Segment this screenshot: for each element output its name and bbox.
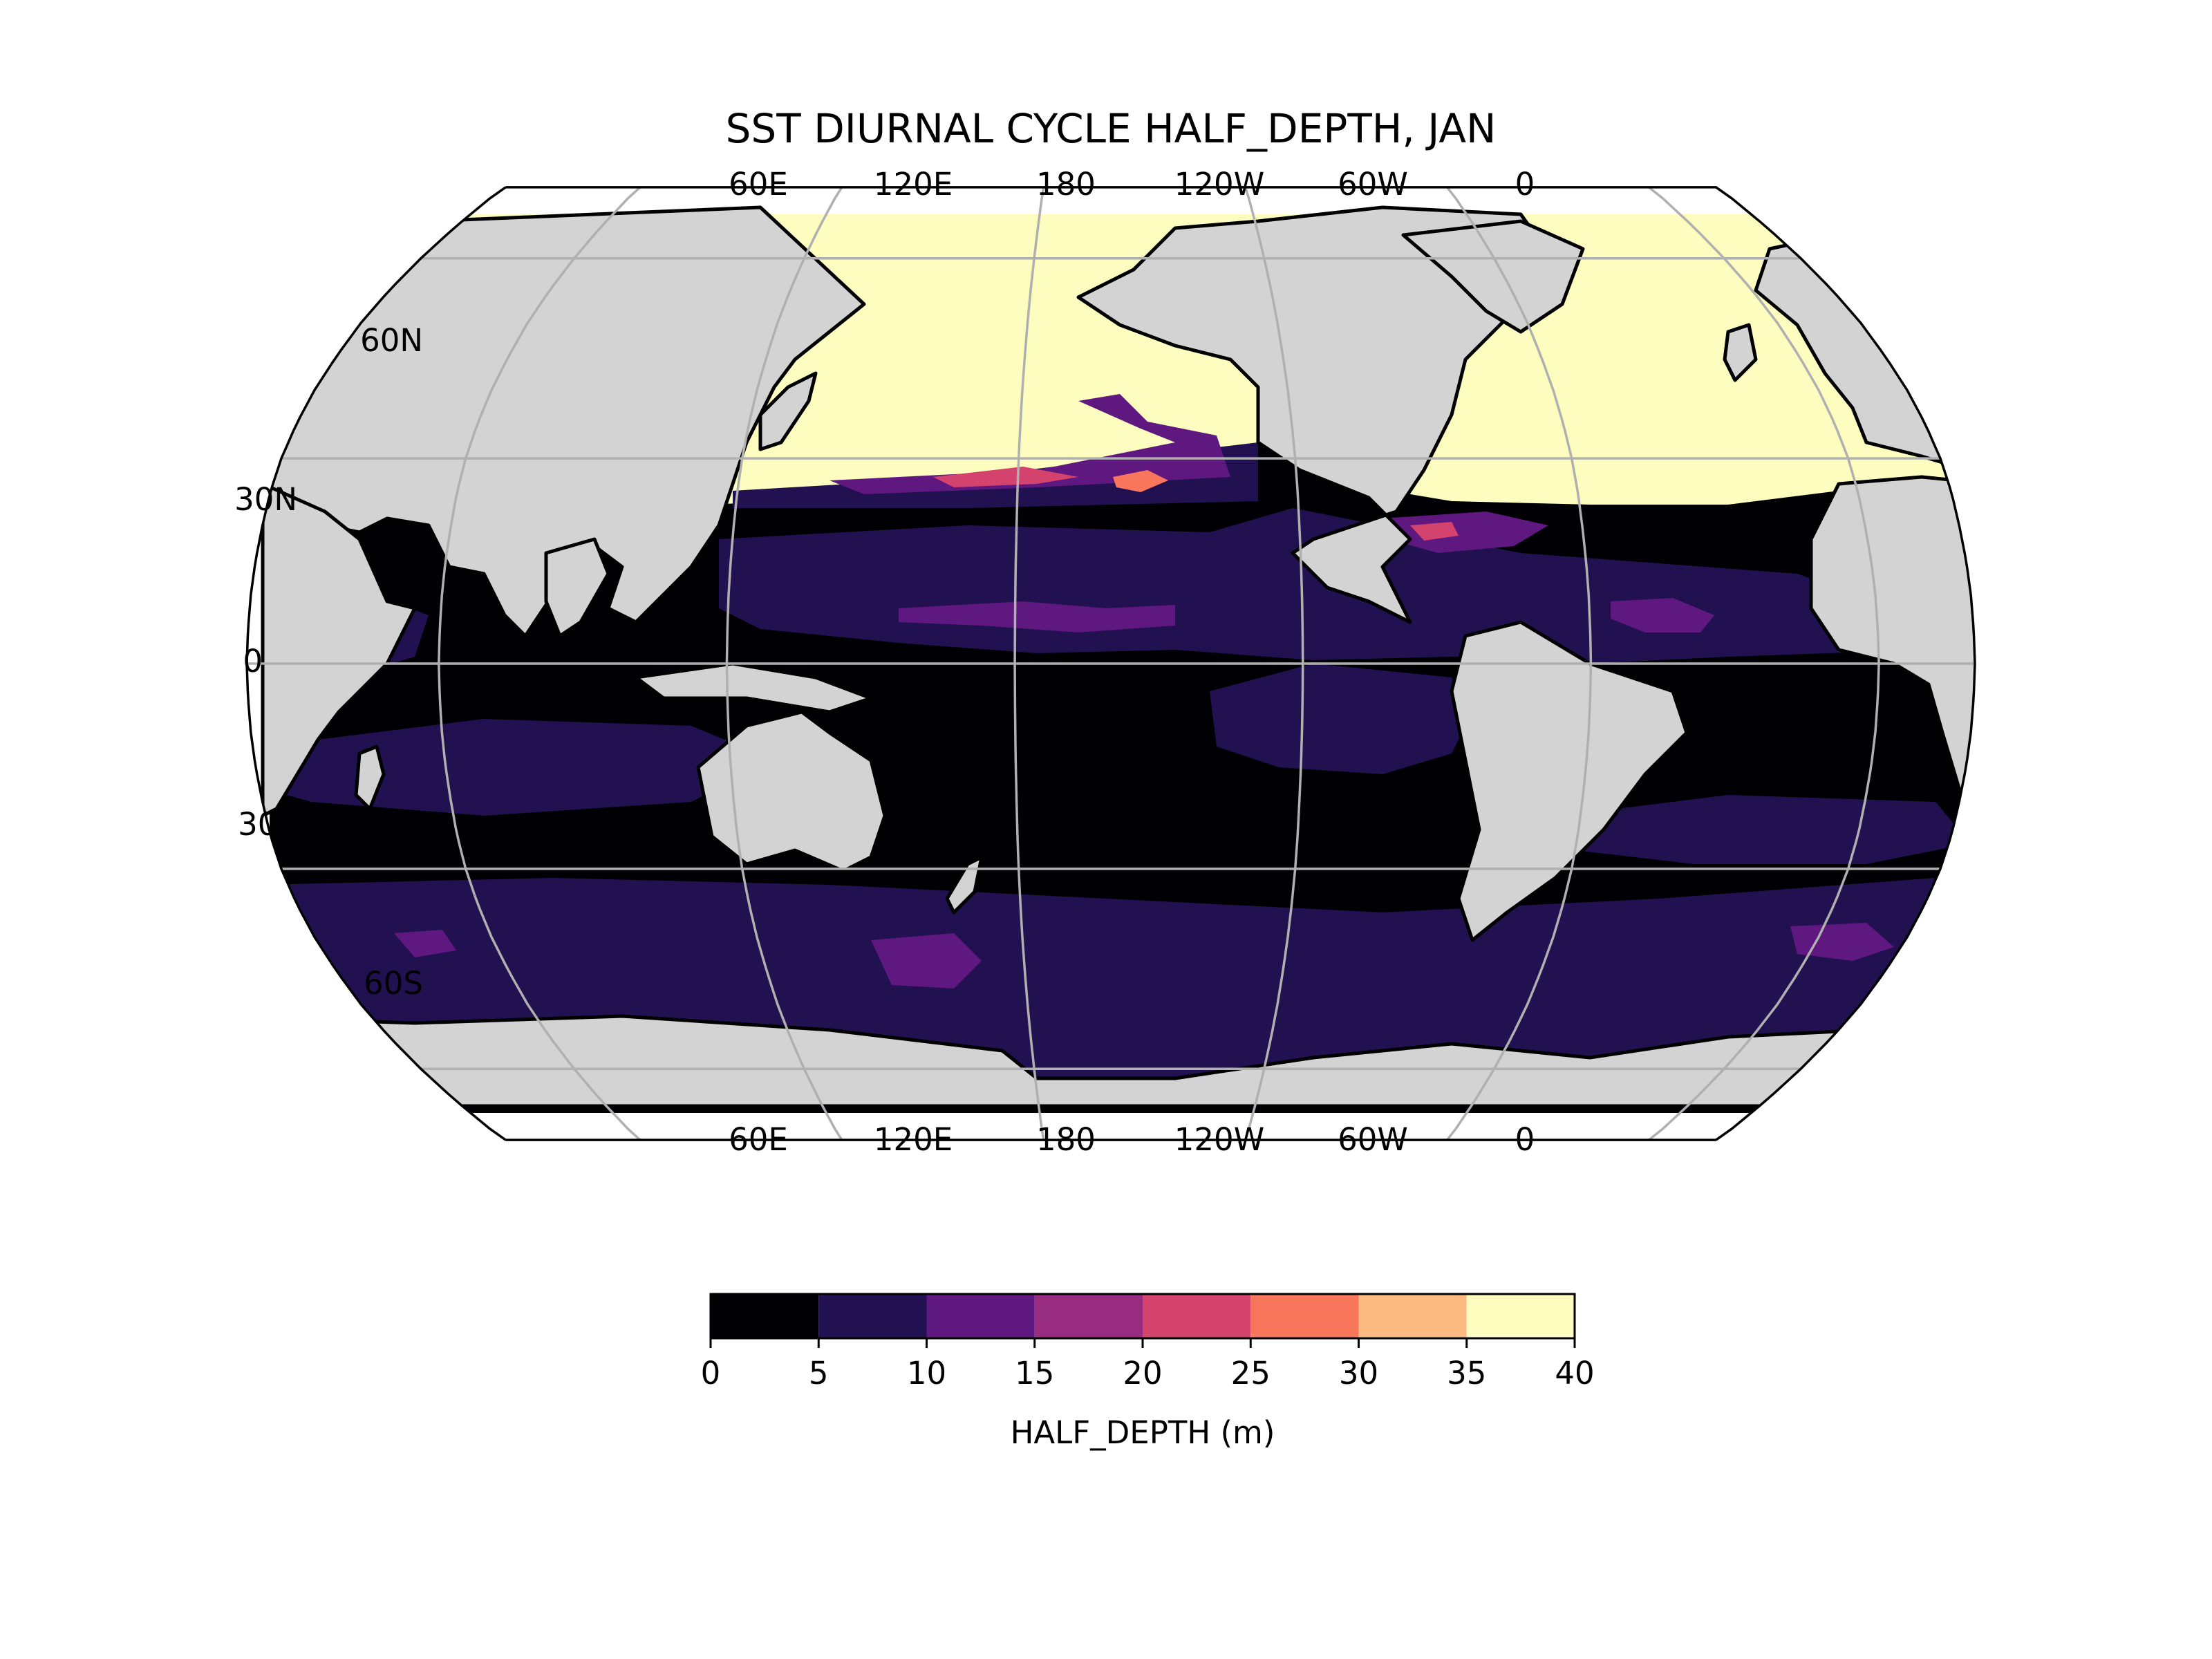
lon-label-bottom-60w: 60W [1338, 1121, 1408, 1158]
lon-label-bottom-120w: 120W [1174, 1121, 1264, 1158]
gridlines [247, 187, 1975, 1141]
colorbar-swatch-20-25 [1143, 1294, 1251, 1338]
gridline-lon [1446, 187, 1593, 1141]
land-britain [1723, 323, 1758, 382]
lon-label-bottom-180: 180 [1036, 1121, 1096, 1158]
map-boundary [245, 186, 1976, 1141]
colorbar-swatch-0-5 [711, 1294, 819, 1338]
colorbar-swatch-15-20 [1034, 1294, 1143, 1338]
lon-labels-bottom: 60E 120E 180 120W 60W 0 [729, 1121, 1535, 1158]
land-india [544, 537, 610, 638]
land-madagascar [354, 744, 386, 811]
field-zone-south-indian [263, 719, 774, 816]
lat-label-60s: 60S [364, 965, 423, 1002]
land-north-america [1076, 205, 1557, 624]
map [245, 186, 1976, 1141]
colorbar-swatch-10-15 [926, 1294, 1035, 1338]
gridline-lon [725, 187, 843, 1141]
land [247, 205, 1975, 1108]
colorbar-swatches [711, 1294, 1575, 1338]
colorbar-tick-label: 40 [1555, 1355, 1594, 1391]
colorbar-swatch-25-30 [1250, 1294, 1359, 1338]
lat-label-60n: 60N [360, 322, 423, 359]
chart-title: SST DIURNAL CYCLE HALF_DEPTH, JAN [726, 105, 1497, 152]
field-zone-south-atlantic [1562, 795, 1970, 864]
lat-label-0: 0 [243, 643, 263, 679]
colorbar-tick-label: 15 [1015, 1355, 1054, 1391]
field-zone-south-pacific [1210, 664, 1472, 774]
land-south-america [1450, 620, 1689, 942]
field-zone-pacific-band [899, 601, 1175, 632]
lon-label-top-60e: 60E [729, 166, 788, 203]
land-new-zealand [945, 855, 984, 915]
colorbar-tick-label: 25 [1231, 1355, 1271, 1391]
field-zone-so-patch-2 [1790, 923, 1894, 961]
field-zone-gulf [1382, 512, 1548, 553]
land-greenland [1401, 219, 1585, 334]
lon-label-top-180: 180 [1036, 166, 1096, 203]
field-zone-so-patch-1 [871, 933, 982, 988]
lon-labels-top: 60E 120E 180 120W 60W 0 [729, 166, 1535, 203]
lon-label-top-120e: 120E [874, 166, 953, 203]
colorbar-tick-label: 5 [809, 1355, 829, 1391]
land-africa-east [1809, 475, 1975, 873]
colorbar-label: HALF_DEPTH (m) [1011, 1414, 1275, 1451]
lat-labels: 60N 30N 0 30S 60S [234, 322, 423, 1002]
colorbar-swatch-30-35 [1358, 1294, 1467, 1338]
lon-label-bottom-60e: 60E [729, 1121, 788, 1158]
colorbar-tick-label: 30 [1339, 1355, 1378, 1391]
field-zone-kuroshio-warm [1113, 470, 1168, 492]
field-zone-kuroshio-mid [830, 394, 1230, 494]
colorbar-tick-label: 35 [1447, 1355, 1486, 1391]
lon-label-bottom-0: 0 [1515, 1121, 1535, 1158]
lat-label-30n: 30N [234, 481, 297, 518]
lon-label-bottom-120e: 120E [874, 1121, 953, 1158]
colorbar-tick-label: 20 [1123, 1355, 1162, 1391]
colorbar-ticks: 0 5 10 15 20 25 30 35 40 [701, 1338, 1595, 1391]
land-indonesia [634, 662, 873, 714]
field-zone-kuroshio-pink [933, 467, 1078, 487]
gridline-lon [1244, 187, 1304, 1141]
colorbar: 0 5 10 15 20 25 30 35 40 HALF_DEPTH (m) [701, 1293, 1595, 1451]
colorbar-swatch-5-10 [818, 1294, 927, 1338]
land-africa-west [261, 482, 417, 818]
field-zone-so-patch-3 [394, 930, 456, 957]
gridline-lon [1648, 187, 1880, 1141]
colorbar-tick-label: 10 [907, 1355, 946, 1391]
field-zone-atlantic-band [1611, 598, 1714, 632]
colorbar-tick-label: 0 [701, 1355, 721, 1391]
lon-label-top-60w: 60W [1338, 166, 1408, 203]
land-japan [758, 371, 818, 451]
lon-label-top-0: 0 [1515, 166, 1535, 203]
gridline-lon [438, 187, 641, 1141]
lon-label-top-120w: 120W [1174, 166, 1264, 203]
colorbar-swatch-35-40 [1466, 1294, 1575, 1338]
field-zone-gulf-pink [1410, 522, 1459, 541]
lat-label-30s: 30S [238, 806, 297, 843]
gridline-lon [1013, 187, 1045, 1141]
